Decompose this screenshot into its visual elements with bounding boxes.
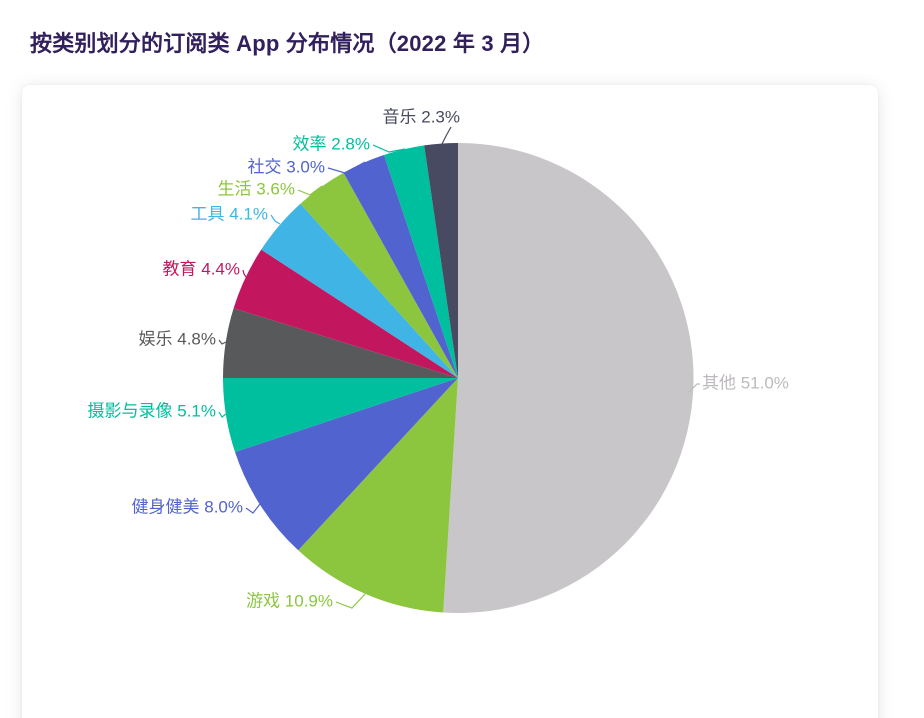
label-line-games — [335, 593, 366, 609]
label-line-others — [688, 383, 700, 393]
label-line-music — [441, 126, 452, 145]
pie-slice-utilities[interactable] — [261, 203, 458, 378]
label-line-health-fitness — [245, 503, 261, 514]
label-line-productivity — [372, 144, 406, 153]
slice-label-utilities: 工具 4.1% — [191, 204, 268, 223]
slice-label-entertainment: 娱乐 4.8% — [139, 329, 216, 348]
label-line-education — [242, 269, 247, 278]
chart-title: 按类别划分的订阅类 App 分布情况（2022 年 3 月） — [30, 31, 545, 56]
pie-slice-photo-video[interactable] — [223, 378, 458, 452]
label-line-lifestyle — [297, 185, 323, 196]
slice-label-education: 教育 4.4% — [163, 259, 240, 278]
pie-slice-entertainment[interactable] — [223, 308, 458, 378]
label-line-entertainment — [218, 339, 227, 345]
pie-slice-social[interactable] — [343, 155, 459, 378]
pie-slice-music[interactable] — [424, 142, 458, 378]
slice-label-games: 游戏 10.9% — [246, 591, 333, 610]
pie-slice-others[interactable] — [443, 142, 694, 613]
slice-label-health-fitness: 健身健美 8.0% — [132, 497, 243, 516]
slice-label-lifestyle: 生活 3.6% — [218, 179, 295, 198]
slice-label-music: 音乐 2.3% — [383, 107, 460, 126]
pie-slice-lifestyle[interactable] — [300, 172, 458, 378]
slice-label-others: 其他 51.0% — [702, 373, 789, 392]
pie-slice-education[interactable] — [233, 249, 458, 378]
slice-label-social: 社交 3.0% — [248, 157, 325, 176]
slice-label-photo-video: 摄影与录像 5.1% — [88, 401, 216, 420]
pie-slice-games[interactable] — [298, 378, 458, 613]
pie-slice-health-fitness[interactable] — [235, 378, 458, 551]
slice-label-productivity: 效率 2.8% — [293, 134, 370, 153]
pie-slice-productivity[interactable] — [384, 145, 458, 378]
label-line-social — [327, 161, 366, 174]
label-line-photo-video — [218, 411, 227, 418]
label-line-utilities — [270, 214, 281, 225]
